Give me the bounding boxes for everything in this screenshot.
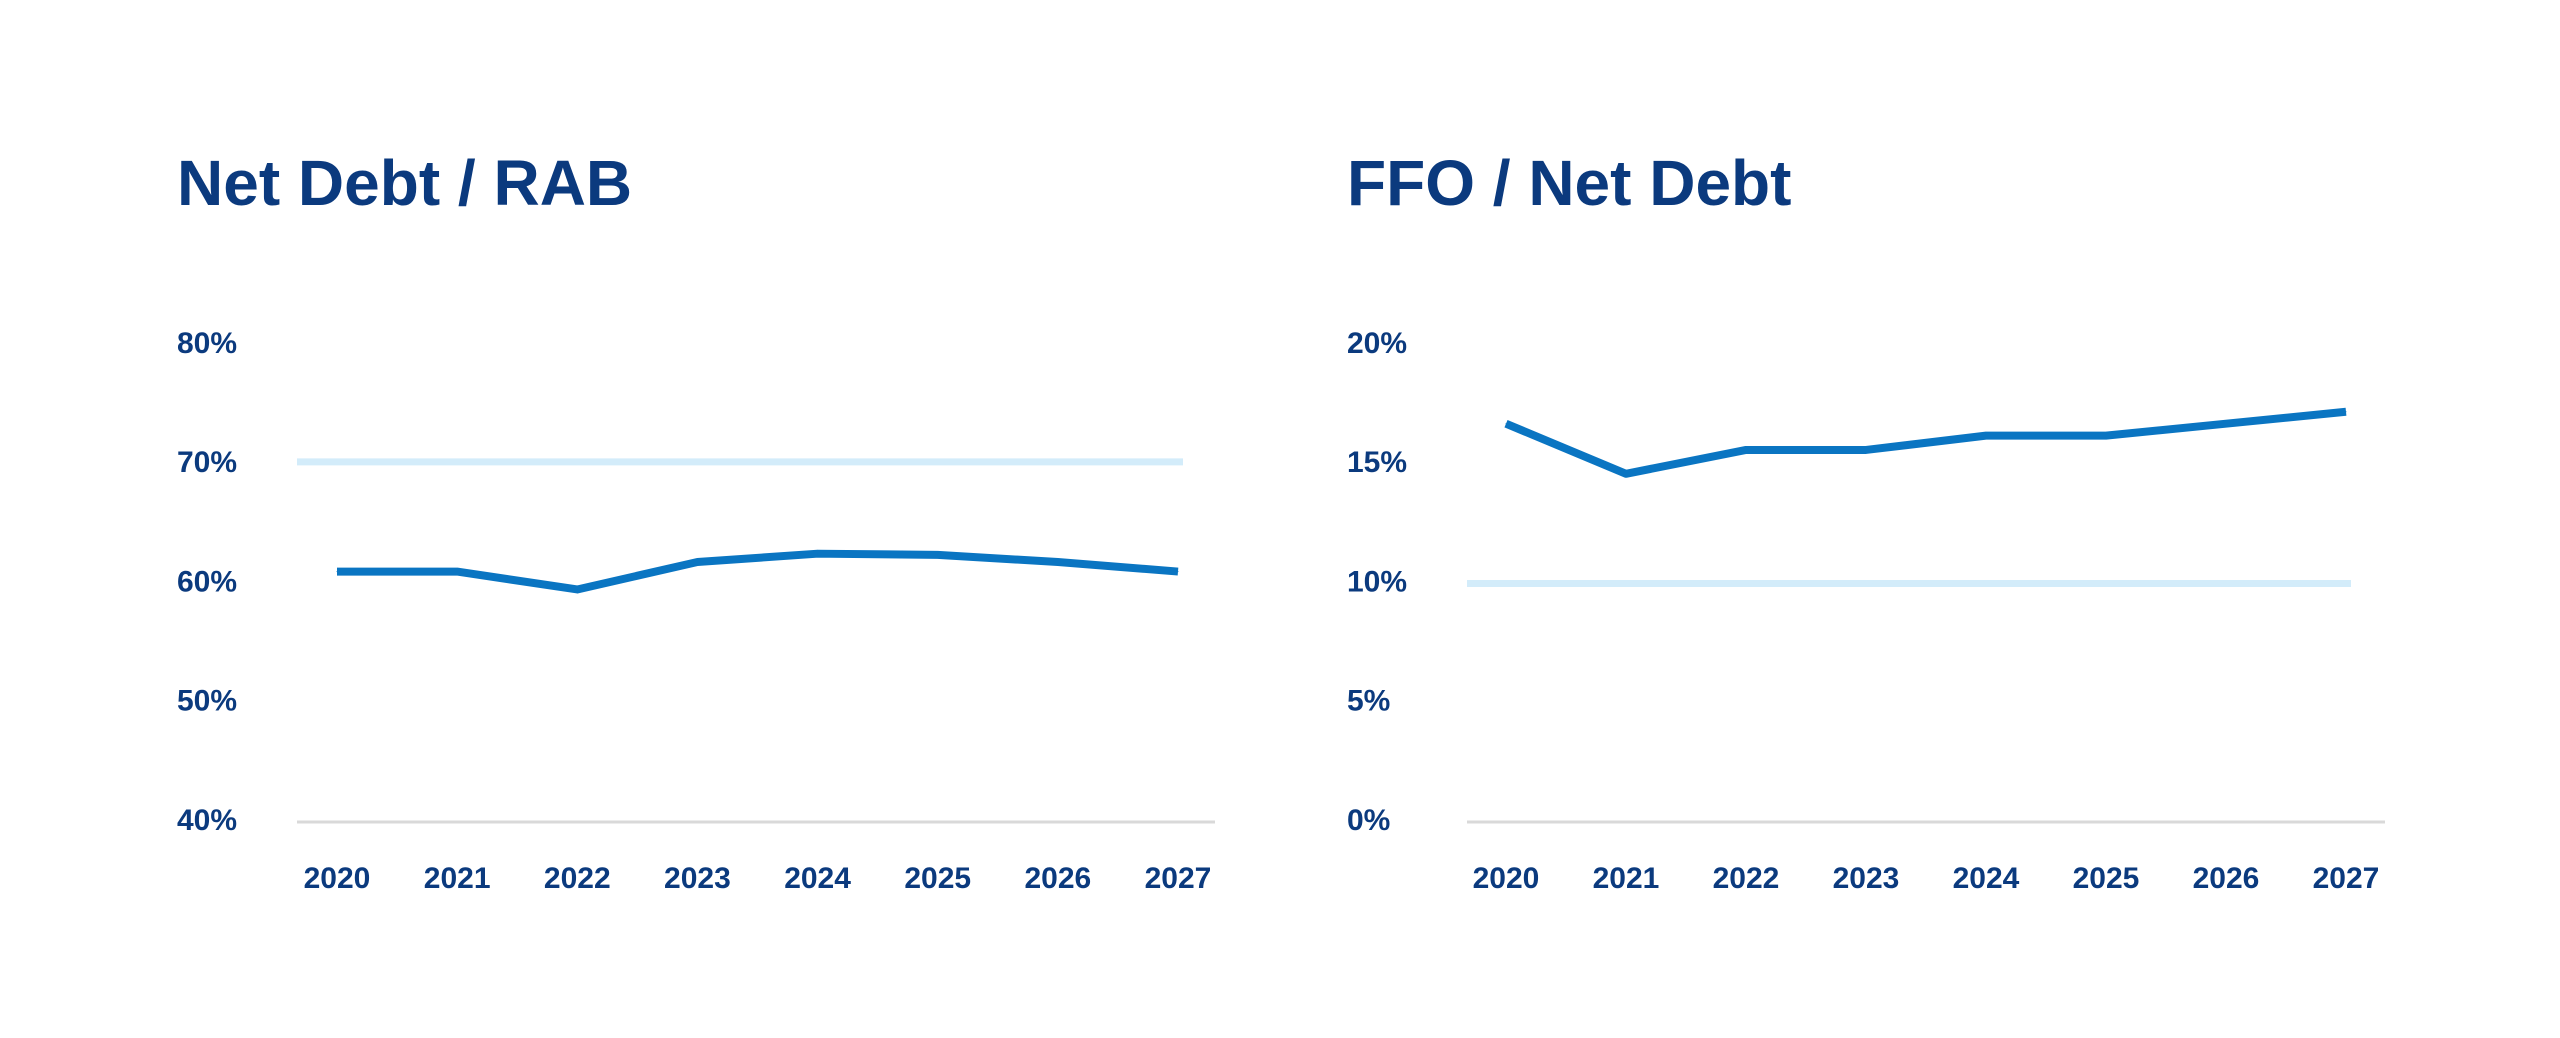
chart-title-ffo-net-debt: FFO / Net Debt bbox=[1347, 147, 1792, 219]
y-tick-label: 50% bbox=[177, 685, 237, 718]
data-point bbox=[937, 554, 939, 556]
x-tick-label: 2027 bbox=[1145, 862, 1212, 895]
data-point bbox=[456, 571, 458, 573]
x-tick-label: 2027 bbox=[2313, 862, 2380, 895]
y-tick-label: 40% bbox=[177, 804, 237, 837]
x-tick-label: 2020 bbox=[1473, 862, 1540, 895]
x-tick-label: 2021 bbox=[424, 862, 491, 895]
y-tick-label: 10% bbox=[1347, 565, 1407, 598]
data-point bbox=[1745, 449, 1747, 451]
x-tick-label: 2026 bbox=[1024, 862, 1091, 895]
data-point bbox=[1505, 423, 1507, 425]
y-tick-label: 80% bbox=[177, 327, 237, 360]
x-tick-label: 2025 bbox=[2073, 862, 2140, 895]
data-point bbox=[1865, 449, 1867, 451]
chart-title-net-debt-rab: Net Debt / RAB bbox=[177, 147, 633, 219]
data-point bbox=[576, 588, 578, 590]
y-tick-label: 15% bbox=[1347, 446, 1407, 479]
data-point bbox=[2225, 423, 2227, 425]
x-tick-label: 2026 bbox=[2193, 862, 2260, 895]
x-tick-label: 2023 bbox=[1833, 862, 1900, 895]
data-point bbox=[2345, 411, 2347, 413]
x-tick-label: 2025 bbox=[904, 862, 971, 895]
data-point bbox=[1985, 435, 1987, 437]
y-tick-label: 0% bbox=[1347, 804, 1390, 837]
net-debt-rab-series-line bbox=[337, 549, 1179, 594]
data-point bbox=[1625, 473, 1627, 475]
data-point bbox=[336, 571, 338, 573]
x-tick-label: 2024 bbox=[1953, 862, 2020, 895]
y-tick-label: 70% bbox=[177, 446, 237, 479]
data-point bbox=[2105, 435, 2107, 437]
x-tick-label: 2021 bbox=[1593, 862, 1660, 895]
y-tick-label: 60% bbox=[177, 565, 237, 598]
data-point bbox=[1177, 571, 1179, 573]
y-tick-label: 20% bbox=[1347, 327, 1407, 360]
x-tick-label: 2022 bbox=[1713, 862, 1780, 895]
x-tick-label: 2023 bbox=[664, 862, 731, 895]
x-tick-label: 2022 bbox=[544, 862, 611, 895]
net-debt-rab-chart: 80% 70% 60% 50% 40% 2020 2021 2022 2023 2024 2025 2… bbox=[177, 327, 1215, 895]
x-tick-label: 2024 bbox=[784, 862, 851, 895]
data-point bbox=[696, 561, 698, 563]
data-point bbox=[1057, 561, 1059, 563]
x-tick-label: 2020 bbox=[304, 862, 371, 895]
ffo-net-debt-series-line bbox=[1504, 407, 2347, 478]
data-point bbox=[817, 553, 819, 555]
y-tick-label: 5% bbox=[1347, 685, 1390, 718]
